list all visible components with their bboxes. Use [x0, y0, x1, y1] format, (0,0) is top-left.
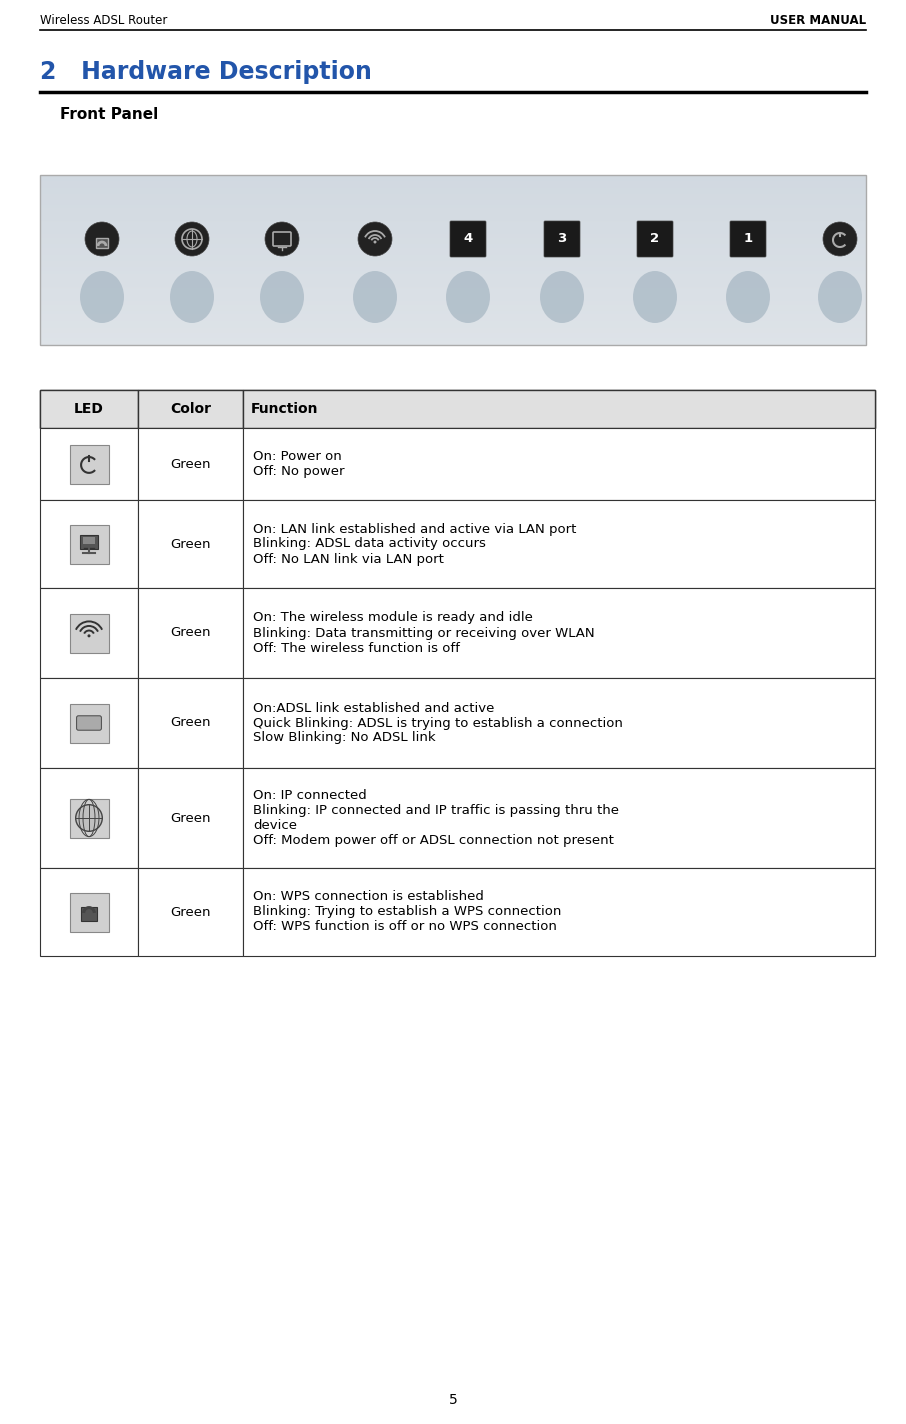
Circle shape [265, 222, 299, 256]
Ellipse shape [353, 271, 397, 323]
Bar [40, 768, 138, 869]
Circle shape [85, 222, 119, 256]
Text: On: The wireless module is ready and idle: On: The wireless module is ready and idl… [253, 611, 533, 625]
Text: Blinking: ADSL data activity occurs: Blinking: ADSL data activity occurs [253, 537, 486, 551]
Bar [243, 390, 875, 429]
Text: LED: LED [74, 402, 104, 416]
Text: Blinking: IP connected and IP traffic is passing thru the: Blinking: IP connected and IP traffic is… [253, 805, 619, 817]
Text: Green: Green [170, 812, 211, 824]
Circle shape [373, 241, 377, 244]
Text: Color: Color [170, 402, 211, 416]
Text: 2   Hardware Description: 2 Hardware Description [40, 60, 371, 84]
Bar [243, 500, 875, 588]
Bar [40, 390, 138, 429]
Bar [138, 768, 243, 869]
Bar [243, 869, 875, 956]
Bar [138, 500, 243, 588]
Ellipse shape [260, 271, 304, 323]
Circle shape [823, 222, 857, 256]
Text: Blinking: Data transmitting or receiving over WLAN: Blinking: Data transmitting or receiving… [253, 627, 594, 639]
Ellipse shape [446, 271, 490, 323]
Text: On: LAN link established and active via LAN port: On: LAN link established and active via … [253, 523, 576, 535]
Text: Blinking: Trying to establish a WPS connection: Blinking: Trying to establish a WPS conn… [253, 906, 562, 918]
Text: 1: 1 [744, 232, 753, 245]
Text: Green: Green [170, 537, 211, 551]
FancyBboxPatch shape [544, 221, 580, 256]
Ellipse shape [633, 271, 677, 323]
Text: Front Panel: Front Panel [60, 107, 159, 122]
FancyBboxPatch shape [76, 716, 101, 731]
Text: Off: No LAN link via LAN port: Off: No LAN link via LAN port [253, 553, 444, 565]
Bar [40, 869, 138, 956]
FancyBboxPatch shape [81, 907, 97, 921]
Bar [40, 175, 866, 345]
Text: Off: No power: Off: No power [253, 466, 344, 478]
Text: 5: 5 [448, 1393, 458, 1407]
Text: On: Power on: On: Power on [253, 450, 342, 463]
Text: device: device [253, 819, 297, 832]
Bar [40, 588, 138, 678]
Text: Off: WPS function is off or no WPS connection: Off: WPS function is off or no WPS conne… [253, 920, 557, 934]
Ellipse shape [540, 271, 584, 323]
Text: On: WPS connection is established: On: WPS connection is established [253, 890, 484, 903]
FancyBboxPatch shape [70, 893, 109, 931]
FancyBboxPatch shape [730, 221, 766, 256]
Bar [40, 390, 875, 429]
Text: Wireless ADSL Router: Wireless ADSL Router [40, 14, 168, 27]
FancyBboxPatch shape [96, 238, 108, 248]
Circle shape [88, 634, 91, 638]
Bar [138, 869, 243, 956]
Text: On:ADSL link established and active: On:ADSL link established and active [253, 702, 495, 715]
Text: 2: 2 [651, 232, 660, 245]
Text: Off: Modem power off or ADSL connection not present: Off: Modem power off or ADSL connection … [253, 834, 614, 847]
Bar [243, 429, 875, 500]
Ellipse shape [170, 271, 214, 323]
FancyBboxPatch shape [637, 221, 673, 256]
Bar [40, 500, 138, 588]
Bar [138, 678, 243, 768]
Bar [243, 768, 875, 869]
Bar [243, 678, 875, 768]
FancyBboxPatch shape [70, 524, 109, 564]
FancyBboxPatch shape [70, 799, 109, 837]
Ellipse shape [726, 271, 770, 323]
Bar [138, 429, 243, 500]
Text: Off: The wireless function is off: Off: The wireless function is off [253, 641, 460, 655]
Bar [40, 429, 138, 500]
FancyBboxPatch shape [80, 535, 98, 550]
Text: USER MANUAL: USER MANUAL [770, 14, 866, 27]
FancyBboxPatch shape [450, 221, 486, 256]
Text: 4: 4 [463, 232, 473, 245]
Bar [243, 588, 875, 678]
Text: 3: 3 [557, 232, 566, 245]
Text: Slow Blinking: No ADSL link: Slow Blinking: No ADSL link [253, 732, 436, 745]
Text: Green: Green [170, 716, 211, 729]
Circle shape [175, 222, 209, 256]
Bar [138, 588, 243, 678]
Text: On: IP connected: On: IP connected [253, 789, 367, 802]
FancyBboxPatch shape [70, 444, 109, 484]
Bar [138, 390, 243, 429]
Text: Green: Green [170, 906, 211, 918]
FancyBboxPatch shape [70, 614, 109, 652]
Text: Function: Function [251, 402, 319, 416]
Circle shape [76, 805, 102, 832]
Ellipse shape [818, 271, 862, 323]
Bar [40, 678, 138, 768]
Text: Green: Green [170, 627, 211, 639]
FancyBboxPatch shape [70, 703, 109, 742]
Circle shape [358, 222, 392, 256]
Ellipse shape [80, 271, 124, 323]
Text: Green: Green [170, 457, 211, 470]
FancyBboxPatch shape [83, 537, 94, 544]
Text: Quick Blinking: ADSL is trying to establish a connection: Quick Blinking: ADSL is trying to establ… [253, 716, 623, 729]
